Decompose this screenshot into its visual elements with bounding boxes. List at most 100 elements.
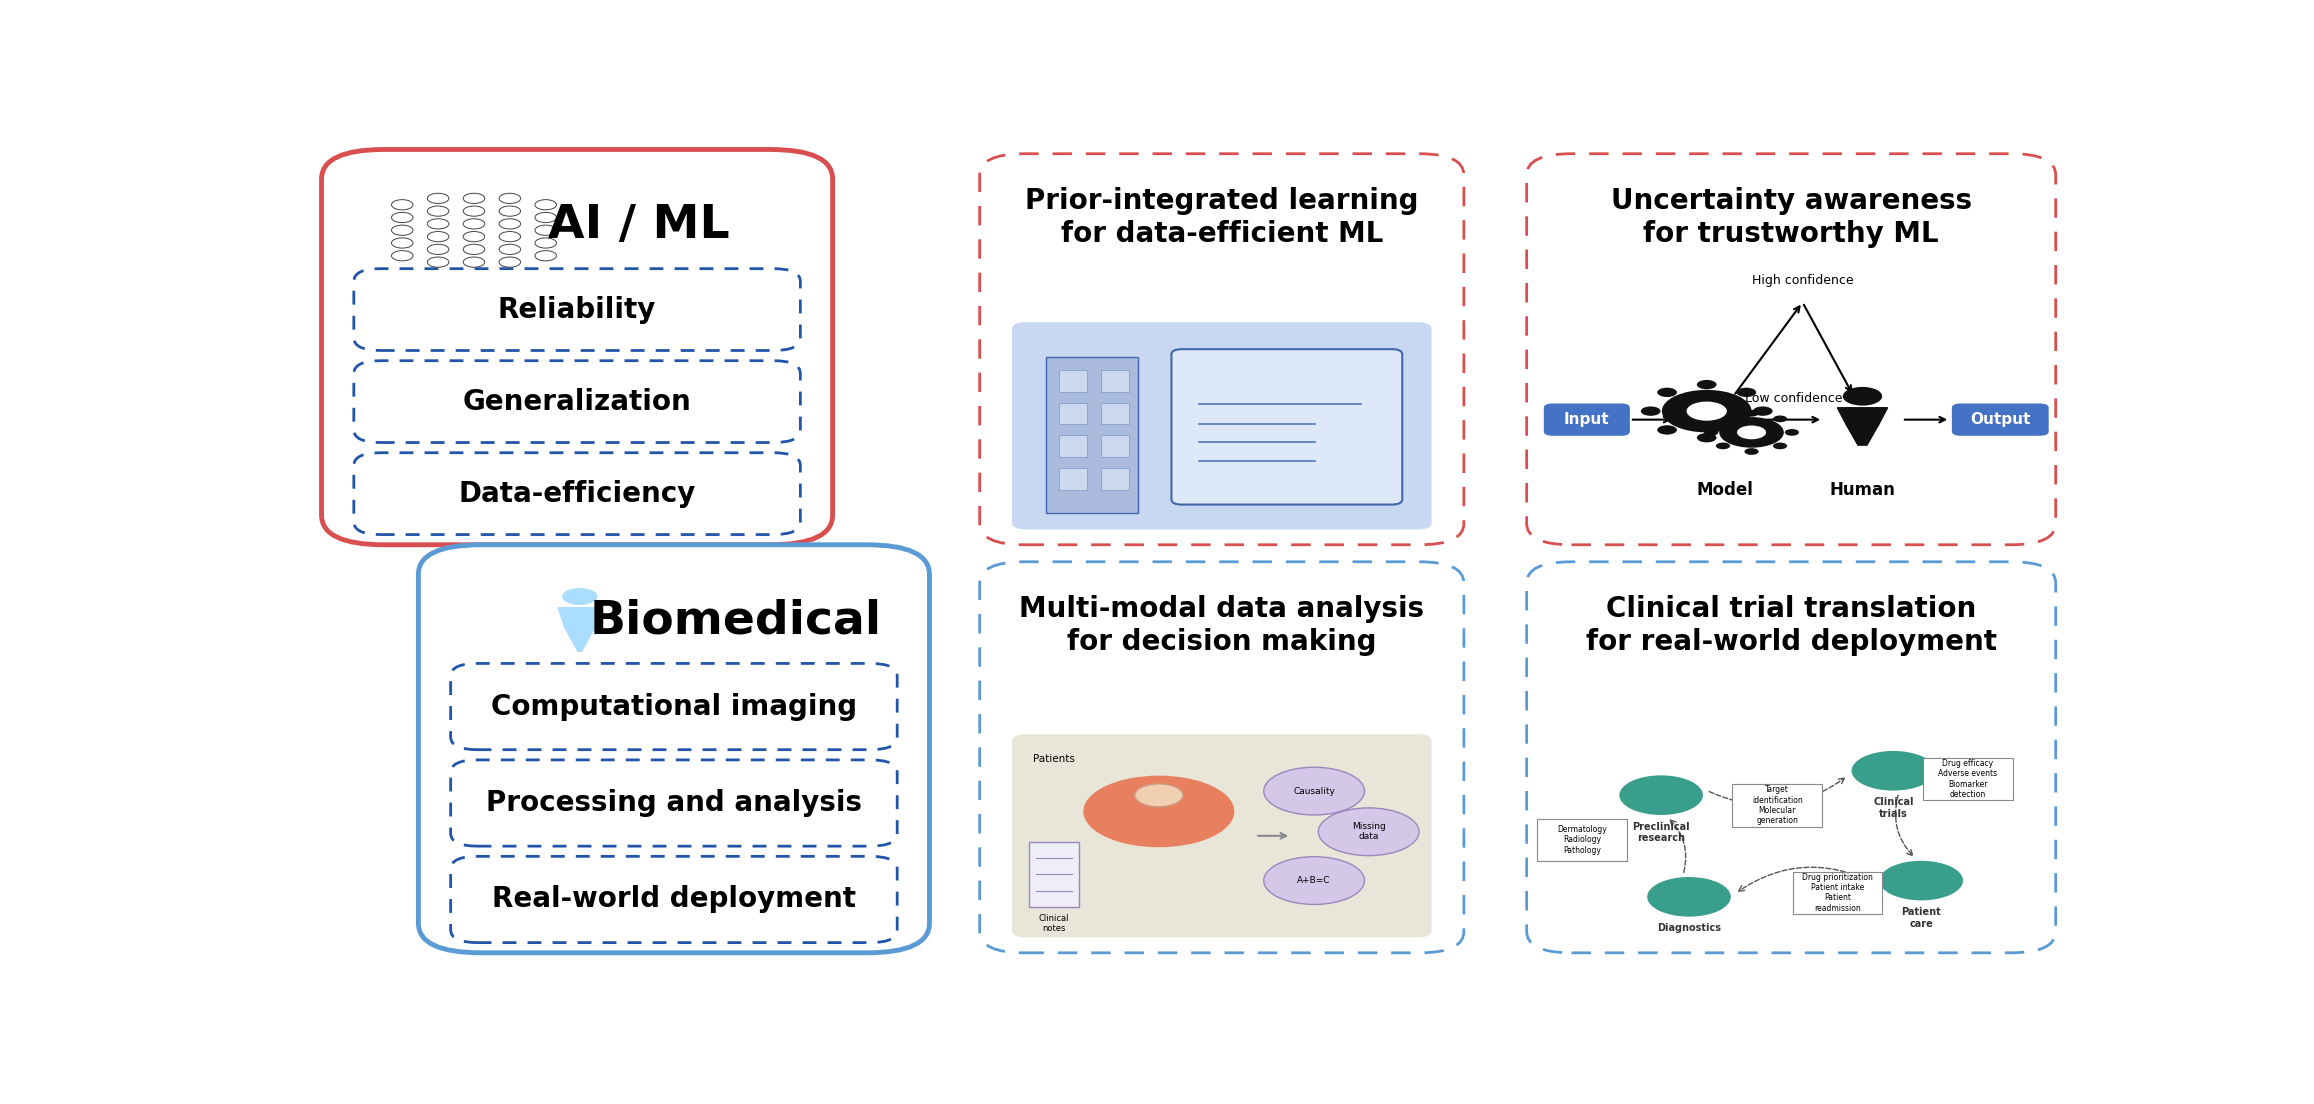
Text: Uncertainty awareness
for trustworthy ML: Uncertainty awareness for trustworthy ML bbox=[1611, 188, 1972, 247]
Circle shape bbox=[391, 237, 412, 248]
FancyBboxPatch shape bbox=[451, 664, 898, 750]
Circle shape bbox=[428, 206, 449, 216]
Circle shape bbox=[1134, 784, 1182, 807]
Text: Clinical
trials: Clinical trials bbox=[1872, 797, 1914, 819]
Text: Missing
data: Missing data bbox=[1351, 822, 1386, 841]
Text: Generalization: Generalization bbox=[463, 388, 692, 415]
Circle shape bbox=[1851, 751, 1935, 790]
Circle shape bbox=[1263, 767, 1365, 815]
Circle shape bbox=[500, 232, 521, 242]
FancyBboxPatch shape bbox=[1101, 468, 1129, 489]
Circle shape bbox=[391, 212, 412, 223]
FancyBboxPatch shape bbox=[1011, 322, 1432, 530]
Circle shape bbox=[1717, 443, 1731, 449]
Text: Prior-integrated learning
for data-efficient ML: Prior-integrated learning for data-effic… bbox=[1025, 188, 1418, 247]
Circle shape bbox=[562, 588, 597, 605]
FancyBboxPatch shape bbox=[354, 361, 801, 443]
Text: Biomedical: Biomedical bbox=[590, 598, 882, 644]
Circle shape bbox=[391, 251, 412, 261]
Circle shape bbox=[1784, 429, 1798, 436]
FancyBboxPatch shape bbox=[1060, 468, 1088, 489]
Text: Preclinical
research: Preclinical research bbox=[1631, 821, 1689, 843]
Circle shape bbox=[391, 225, 412, 235]
Circle shape bbox=[463, 232, 484, 242]
FancyBboxPatch shape bbox=[1171, 349, 1402, 505]
Circle shape bbox=[1773, 415, 1786, 422]
Text: Data-efficiency: Data-efficiency bbox=[458, 479, 697, 508]
Circle shape bbox=[391, 200, 412, 210]
Text: Clinical
notes: Clinical notes bbox=[1039, 914, 1069, 933]
Circle shape bbox=[463, 219, 484, 229]
Text: AI / ML: AI / ML bbox=[548, 203, 729, 248]
Text: Reliability: Reliability bbox=[498, 296, 657, 323]
FancyBboxPatch shape bbox=[1030, 842, 1078, 907]
Circle shape bbox=[535, 200, 555, 210]
Text: Low confidence: Low confidence bbox=[1745, 392, 1842, 405]
Circle shape bbox=[1263, 857, 1365, 904]
Circle shape bbox=[1738, 425, 1766, 439]
FancyBboxPatch shape bbox=[1560, 734, 2022, 937]
Text: Diagnostics: Diagnostics bbox=[1657, 923, 1722, 934]
Circle shape bbox=[1657, 425, 1678, 435]
Circle shape bbox=[535, 237, 555, 248]
FancyBboxPatch shape bbox=[419, 544, 930, 953]
Text: Model: Model bbox=[1696, 481, 1754, 499]
Polygon shape bbox=[565, 628, 595, 651]
Circle shape bbox=[428, 244, 449, 254]
FancyBboxPatch shape bbox=[1923, 757, 2013, 800]
FancyBboxPatch shape bbox=[322, 149, 833, 544]
Polygon shape bbox=[1837, 407, 1888, 425]
FancyBboxPatch shape bbox=[979, 562, 1465, 953]
Text: Clinical trial translation
for real-world deployment: Clinical trial translation for real-worl… bbox=[1585, 595, 1997, 656]
Circle shape bbox=[535, 225, 555, 235]
Circle shape bbox=[1736, 425, 1756, 435]
Circle shape bbox=[535, 212, 555, 223]
Circle shape bbox=[500, 193, 521, 203]
FancyBboxPatch shape bbox=[1536, 819, 1627, 861]
FancyBboxPatch shape bbox=[1793, 871, 1884, 914]
Circle shape bbox=[428, 219, 449, 229]
Circle shape bbox=[1641, 406, 1661, 416]
Circle shape bbox=[1620, 775, 1703, 815]
Circle shape bbox=[1696, 380, 1717, 390]
Text: Causality: Causality bbox=[1294, 787, 1335, 796]
Circle shape bbox=[535, 251, 555, 261]
Circle shape bbox=[1745, 448, 1759, 455]
FancyBboxPatch shape bbox=[1101, 403, 1129, 424]
FancyBboxPatch shape bbox=[1527, 562, 2055, 953]
Text: A+B=C: A+B=C bbox=[1298, 877, 1331, 885]
Circle shape bbox=[1773, 443, 1786, 449]
Circle shape bbox=[1717, 415, 1731, 422]
FancyBboxPatch shape bbox=[1060, 403, 1088, 424]
Polygon shape bbox=[558, 608, 602, 628]
FancyBboxPatch shape bbox=[1733, 784, 1821, 827]
FancyBboxPatch shape bbox=[354, 453, 801, 534]
Circle shape bbox=[500, 219, 521, 229]
Text: Dermatology
Radiology
Pathology: Dermatology Radiology Pathology bbox=[1557, 825, 1606, 854]
Circle shape bbox=[1696, 433, 1717, 443]
FancyBboxPatch shape bbox=[451, 857, 898, 943]
FancyBboxPatch shape bbox=[1046, 358, 1138, 513]
Text: Patients: Patients bbox=[1032, 754, 1074, 764]
Circle shape bbox=[1703, 429, 1719, 436]
FancyBboxPatch shape bbox=[1060, 435, 1088, 457]
FancyBboxPatch shape bbox=[451, 760, 898, 846]
FancyBboxPatch shape bbox=[1527, 153, 2055, 544]
Circle shape bbox=[1657, 388, 1678, 397]
FancyBboxPatch shape bbox=[1953, 403, 2048, 436]
Circle shape bbox=[500, 244, 521, 254]
Circle shape bbox=[1083, 776, 1233, 847]
Circle shape bbox=[428, 193, 449, 203]
Text: Processing and analysis: Processing and analysis bbox=[486, 789, 861, 817]
Circle shape bbox=[1319, 808, 1418, 856]
Circle shape bbox=[1745, 410, 1759, 416]
Polygon shape bbox=[1847, 425, 1879, 445]
Text: Computational imaging: Computational imaging bbox=[491, 692, 856, 721]
Circle shape bbox=[463, 193, 484, 203]
Text: Drug efficacy
Adverse events
Biomarker
detection: Drug efficacy Adverse events Biomarker d… bbox=[1939, 758, 1997, 799]
Circle shape bbox=[1719, 417, 1784, 448]
Text: Input: Input bbox=[1564, 412, 1611, 427]
Circle shape bbox=[1687, 402, 1726, 421]
Circle shape bbox=[1648, 877, 1731, 916]
Circle shape bbox=[428, 232, 449, 242]
